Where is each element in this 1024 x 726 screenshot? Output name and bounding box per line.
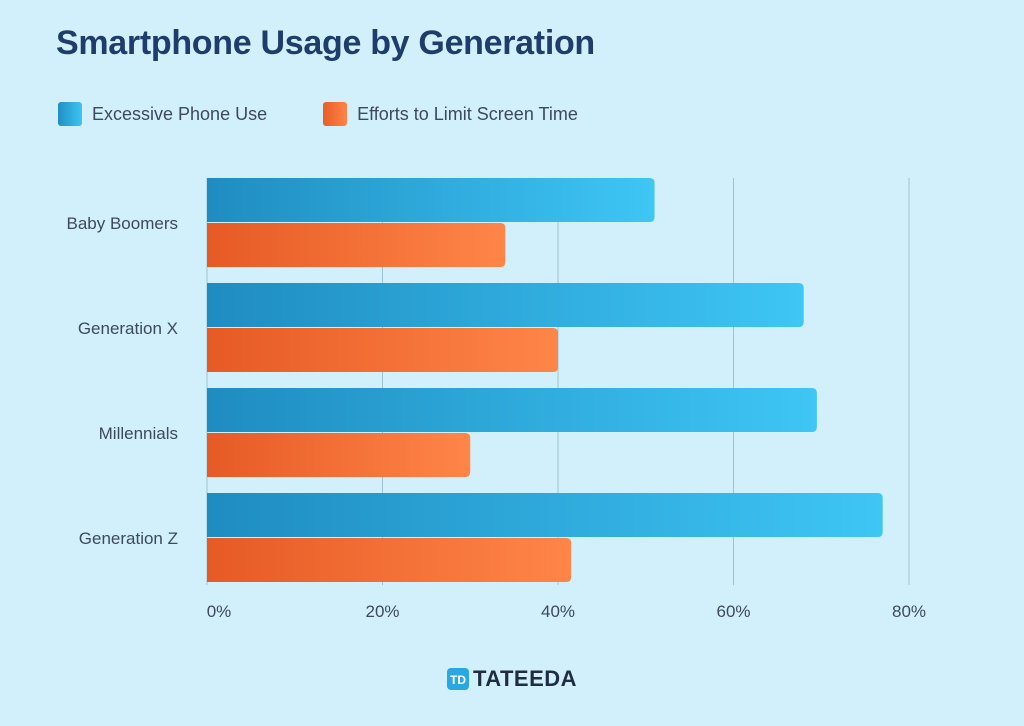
- bar-excessive-phone-use: [207, 283, 804, 327]
- x-tick-labels: 0% 20% 40% 60% 80%: [207, 602, 926, 621]
- bar-chart: Baby Boomers Generation X Millennials Gener…: [67, 178, 926, 621]
- category-label: Generation X: [78, 319, 178, 338]
- bar-excessive-phone-use: [207, 493, 883, 537]
- category-label: Baby Boomers: [67, 214, 179, 233]
- tateeda-logo-icon: TD: [446, 668, 469, 690]
- bar-excessive-phone-use: [207, 388, 817, 432]
- logo-text: TATEEDA: [472, 666, 578, 691]
- legend-item-limit-screen-time: Efforts to Limit Screen Time: [323, 102, 578, 126]
- x-tick-label: 80%: [892, 602, 926, 621]
- bar-limit-screen-time: [207, 223, 506, 267]
- legend-label-limit-screen-time: Efforts to Limit Screen Time: [357, 103, 578, 124]
- bar-limit-screen-time: [207, 433, 471, 477]
- x-tick-label: 60%: [716, 602, 750, 621]
- chart-title: Smartphone Usage by Generation: [56, 24, 595, 62]
- category-labels: Baby Boomers Generation X Millennials Gener…: [67, 214, 179, 548]
- legend: Excessive Phone Use Efforts to Limit Scr…: [58, 102, 634, 126]
- brand-logo: TD TATEEDA: [0, 666, 1024, 692]
- x-tick-label: 40%: [541, 602, 575, 621]
- legend-label-excessive-phone-use: Excessive Phone Use: [92, 103, 268, 124]
- bars: [207, 178, 883, 582]
- legend-swatch-excessive-phone-use: [58, 102, 82, 126]
- category-label: Generation Z: [79, 529, 178, 548]
- bar-limit-screen-time: [207, 328, 558, 372]
- bar-excessive-phone-use: [207, 178, 655, 222]
- legend-item-excessive-phone-use: Excessive Phone Use: [58, 102, 267, 126]
- bar-limit-screen-time: [207, 538, 572, 582]
- category-label: Millennials: [99, 424, 178, 443]
- x-tick-label: 0%: [207, 602, 232, 621]
- logo-mark: TD: [450, 673, 466, 687]
- x-tick-label: 20%: [365, 602, 399, 621]
- legend-swatch-limit-screen-time: [323, 102, 348, 126]
